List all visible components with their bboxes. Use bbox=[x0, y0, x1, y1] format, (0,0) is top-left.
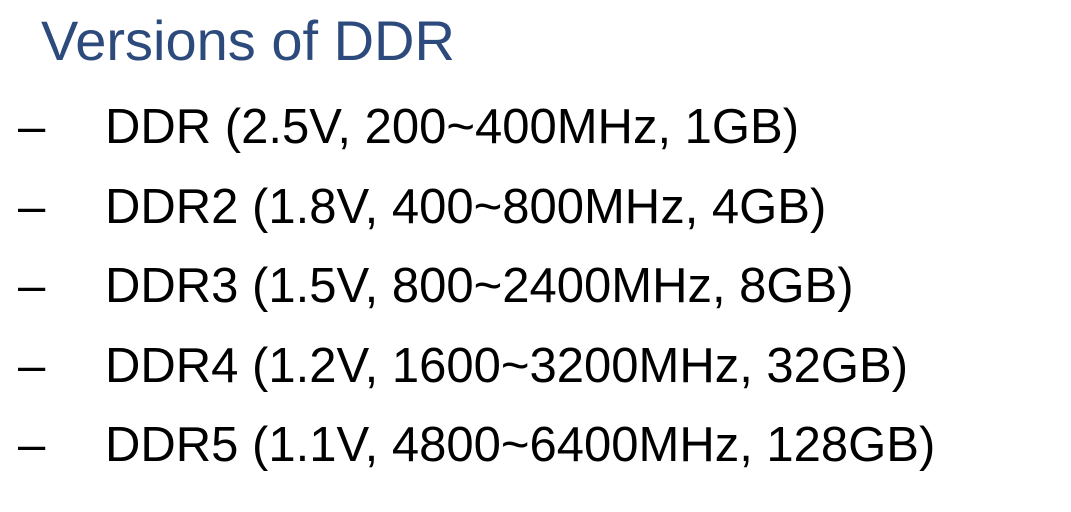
list-item-text: DDR (2.5V, 200~400MHz, 1GB) bbox=[105, 100, 800, 154]
list-item-ddr2: – DDR2 (1.8V, 400~800MHz, 4GB) bbox=[0, 172, 1071, 252]
dash-bullet-icon: – bbox=[18, 418, 46, 472]
dash-bullet-icon: – bbox=[18, 179, 46, 234]
list-item-ddr5: – DDR5 (1.1V, 4800~6400MHz, 128GB) bbox=[0, 410, 1071, 490]
list-item-ddr3: – DDR3 (1.5V, 800~2400MHz, 8GB) bbox=[0, 251, 1071, 331]
dash-bullet-icon: – bbox=[18, 338, 46, 393]
dash-bullet-icon: – bbox=[18, 100, 46, 154]
list-item-ddr: – DDR (2.5V, 200~400MHz, 1GB) bbox=[0, 92, 1071, 172]
list-item-text: DDR2 (1.8V, 400~800MHz, 4GB) bbox=[105, 179, 827, 234]
list-item-ddr4: – DDR4 (1.2V, 1600~3200MHz, 32GB) bbox=[0, 331, 1071, 411]
list-item-text: DDR5 (1.1V, 4800~6400MHz, 128GB) bbox=[105, 418, 936, 472]
slide-title: Versions of DDR bbox=[41, 9, 455, 72]
list-item-text: DDR3 (1.5V, 800~2400MHz, 8GB) bbox=[105, 259, 854, 313]
list-item-text: DDR4 (1.2V, 1600~3200MHz, 32GB) bbox=[105, 338, 909, 393]
ddr-version-list: – DDR (2.5V, 200~400MHz, 1GB) – DDR2 (1.… bbox=[0, 92, 1071, 490]
dash-bullet-icon: – bbox=[18, 259, 46, 313]
